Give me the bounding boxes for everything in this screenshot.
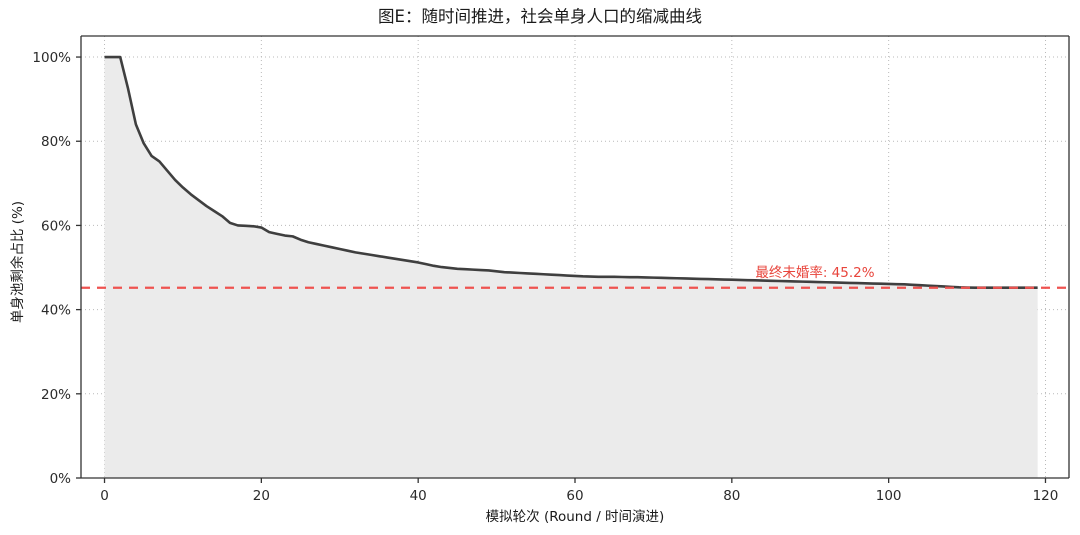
y-tick-label: 60% [41,218,71,234]
y-axis-label: 单身池剩余占比 (%) [9,201,26,323]
series-area-fill [104,57,1038,479]
y-tick-label: 40% [41,303,71,319]
x-tick-label: 100 [876,488,902,504]
series-line [104,55,1038,290]
x-axis-label: 模拟轮次 (Round / 时间演进) [486,509,665,525]
x-tick-label: 20 [253,488,270,504]
x-tick-label: 60 [566,488,583,504]
chart-title: 图E：随时间推进，社会单身人口的缩减曲线 [378,7,702,26]
y-tick-label: 80% [41,134,71,150]
reference-line-annotation: 最终未婚率: 45.2% [755,264,874,281]
x-tick-label: 120 [1033,488,1059,504]
y-tick-label: 0% [50,471,72,487]
plot-area: 最终未婚率: 45.2% 0 20 40 60 80 100 120 0% 20% 40% 60% 80… [32,35,1070,504]
x-tick-label: 0 [100,488,109,504]
x-tick-label: 40 [410,488,427,504]
y-tick-label: 20% [41,387,71,403]
y-tick-label: 100% [32,50,71,66]
x-tick-label: 80 [723,488,740,504]
